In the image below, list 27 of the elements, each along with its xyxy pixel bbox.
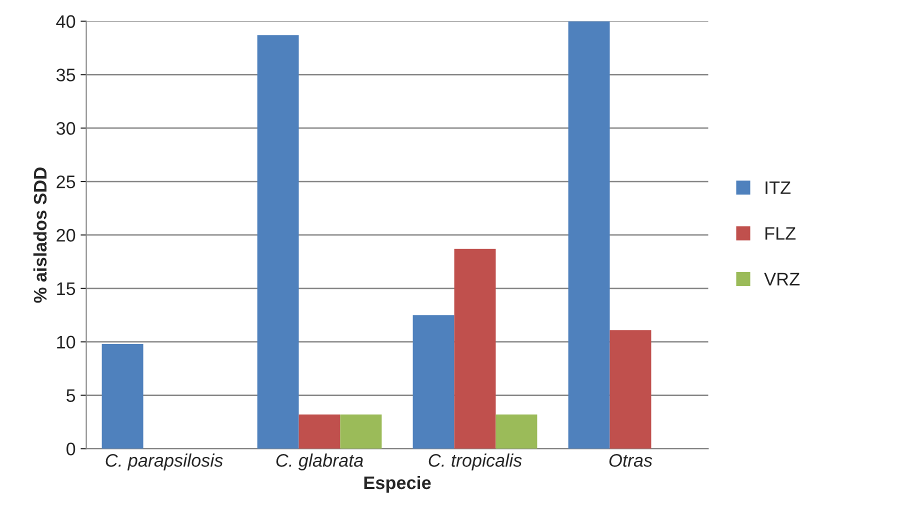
y-tick-label: 35 (56, 68, 76, 82)
y-tick-label: 15 (57, 282, 76, 296)
legend-label: ITZ (766, 181, 791, 194)
y-tick-label: 40 (56, 15, 76, 28)
x-tick-label: Otras (609, 454, 652, 467)
bar (340, 414, 382, 449)
y-tick-label: 10 (57, 336, 76, 349)
x-tick-label: C. tropicalis (428, 454, 522, 470)
legend-label: FLZ (765, 227, 796, 240)
bar (496, 414, 538, 449)
bar (454, 248, 496, 449)
y-tick-label: 5 (66, 389, 76, 402)
bar (412, 315, 454, 449)
bar (568, 21, 610, 449)
legend-label: VRZ (764, 272, 800, 286)
y-tick-label: 20 (56, 228, 76, 242)
bar (257, 35, 299, 449)
x-tick-label: C. parapsilosis (106, 454, 223, 470)
x-axis-title: Especie (364, 476, 431, 493)
y-tick-label: 25 (56, 175, 76, 188)
y-axis-title: % aislados SDD (33, 167, 47, 303)
x-tick-label: C. glabrata (276, 454, 364, 470)
y-tick-label: 0 (66, 442, 76, 456)
y-tick-label: 30 (56, 122, 76, 135)
bar (298, 414, 340, 449)
bar (610, 330, 652, 449)
bar (102, 344, 144, 449)
